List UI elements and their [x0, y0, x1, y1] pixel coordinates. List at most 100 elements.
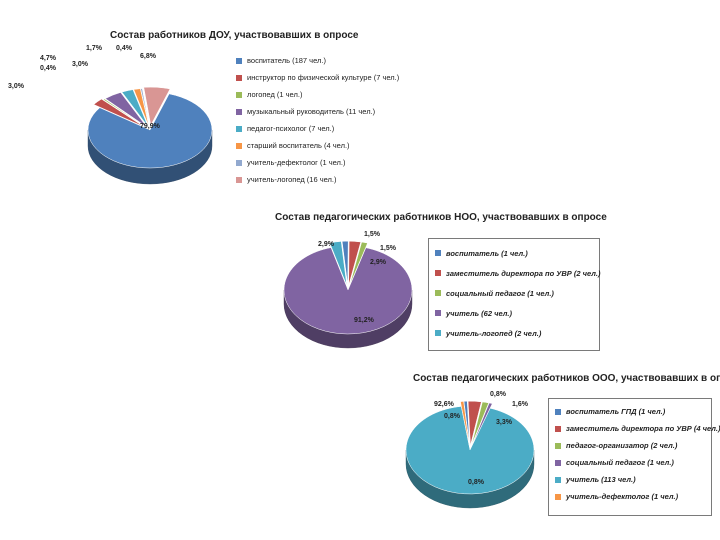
pie-slice — [329, 241, 348, 286]
chart-title: Состав педагогических работников ООО, уч… — [413, 373, 720, 384]
data-label: 0,8% — [444, 413, 461, 420]
data-label: 3,0% — [8, 83, 25, 90]
legend-label: заместитель директора по УВР (4 чел.) — [566, 424, 720, 433]
legend-swatch — [236, 125, 242, 132]
legend-swatch — [555, 408, 561, 415]
legend-label: воспитатель (1 чел.) — [446, 248, 528, 258]
legend-item: музыкальный руководитель (11 чел.) — [236, 103, 399, 120]
data-label: 0,4% — [40, 65, 57, 72]
data-label: 1,6% — [512, 401, 529, 408]
data-label: 1,5% — [380, 245, 397, 252]
legend-swatch — [435, 290, 441, 296]
legend-label: учитель (113 чел.) — [566, 475, 636, 484]
legend-swatch — [555, 425, 561, 432]
legend-swatch — [236, 74, 242, 81]
legend-label: учитель-дефектолог (1 чел.) — [566, 492, 679, 501]
legend-item: воспитатель (187 чел.) — [236, 52, 399, 69]
legend-swatch — [236, 91, 242, 98]
legend-item: учитель (113 чел.) — [555, 471, 711, 488]
legend-label: социальный педагог (1 чел.) — [566, 458, 674, 467]
legend: воспитатель ГПД (1 чел.) заместитель дире… — [548, 398, 720, 516]
pie-slice — [121, 89, 149, 127]
legend-swatch — [435, 270, 441, 276]
legend-item: социальный педагог (1 чел.) — [435, 283, 599, 303]
legend-item: социальный педагог (1 чел.) — [555, 454, 711, 471]
legend-swatch — [236, 108, 242, 115]
legend-item: педагог-психолог (7 чел.) — [236, 120, 399, 137]
legend-label: социальный педагог (1 чел.) — [446, 288, 554, 298]
pie-slice — [104, 92, 147, 128]
data-label: 1,7% — [86, 45, 103, 52]
legend-item: учитель-логопед (2 чел.) — [435, 323, 599, 343]
legend-item: учитель-логопед (16 чел.) — [236, 171, 399, 188]
legend-swatch — [236, 57, 242, 64]
legend-swatch — [435, 310, 441, 316]
legend: воспитатель (1 чел.) заместитель директор… — [428, 238, 601, 351]
legend-item: учитель-дефектолог (1 чел.) — [555, 488, 711, 505]
data-label: 3,3% — [496, 419, 513, 426]
legend-label: учитель-дефектолог (1 чел.) — [247, 158, 346, 167]
legend-label: учитель-логопед (16 чел.) — [247, 175, 337, 184]
legend-swatch — [555, 459, 561, 466]
legend-label: заместитель директора по УВР (2 чел.) — [446, 268, 601, 278]
data-label: 1,5% — [364, 231, 381, 238]
chart-title: Состав работников ДОУ, участвовавших в о… — [110, 30, 359, 41]
data-label: 91,2% — [354, 317, 375, 324]
pie-slice — [143, 86, 171, 126]
pie-slice — [471, 401, 490, 446]
legend-item: учитель (62 чел.) — [435, 303, 599, 323]
data-label: 79,9% — [140, 123, 161, 130]
legend-swatch — [435, 250, 441, 256]
legend-item: заместитель директора по УВР (2 чел.) — [435, 263, 601, 283]
pie-slice — [102, 98, 147, 128]
pie-slice — [133, 88, 150, 127]
legend-item: учитель-дефектолог (1 чел.) — [236, 154, 399, 171]
legend-item: логопед (1 чел.) — [236, 86, 399, 103]
legend-label: воспитатель ГПД (1 чел.) — [566, 407, 666, 416]
pie-slice — [348, 240, 362, 286]
legend-item: воспитатель (1 чел.) — [435, 243, 599, 263]
legend-swatch — [236, 159, 242, 166]
pie-slice — [283, 247, 413, 335]
legend-item: воспитатель ГПД (1 чел.) — [555, 403, 711, 420]
pie-slice — [87, 93, 213, 169]
pie-slice — [460, 401, 470, 446]
data-label: 4,7% — [40, 55, 57, 62]
pie-slice — [467, 400, 482, 446]
data-label: 2,9% — [318, 241, 335, 248]
pie-slice — [463, 400, 470, 446]
legend-label: воспитатель (187 чел.) — [247, 56, 326, 65]
legend-swatch — [236, 142, 242, 149]
legend-item: инструктор по физической культуре (7 чел… — [236, 69, 399, 86]
pie-slice — [349, 241, 368, 286]
data-label: 0,8% — [468, 479, 485, 486]
legend-swatch — [435, 330, 441, 336]
legend-label: музыкальный руководитель (11 чел.) — [247, 107, 376, 116]
pie-slice — [341, 240, 349, 286]
legend-label: учитель (62 чел.) — [446, 308, 512, 318]
legend-swatch — [555, 493, 561, 500]
legend-label: старший воспитатель (4 чел.) — [247, 141, 350, 150]
legend-label: педагог-психолог (7 чел.) — [247, 124, 335, 133]
pie-chart: 79,9% 3,0% 0,4% 4,7% 3,0% 1,7% 0,4% 6,8% — [8, 45, 213, 185]
pie-slice — [405, 406, 535, 495]
legend-label: педагог-организатор (2 чел.) — [566, 441, 678, 450]
legend-swatch — [236, 176, 242, 183]
data-label: 0,8% — [490, 391, 507, 398]
legend-label: инструктор по физической культуре (7 чел… — [247, 73, 400, 82]
data-label: 92,6% — [434, 401, 455, 408]
data-label: 2,9% — [370, 259, 387, 266]
legend-label: учитель-логопед (2 чел.) — [446, 328, 542, 338]
data-label: 6,8% — [140, 53, 157, 60]
legend-item: старший воспитатель (4 чел.) — [236, 137, 399, 154]
legend-item: педагог-организатор (2 чел.) — [555, 437, 711, 454]
chart-title: Состав педагогических работников НОО, уч… — [275, 212, 607, 223]
pie-chart: 0,8% 3,3% 1,6% 0,8% 92,6% 0,8% — [405, 391, 535, 509]
legend-swatch — [555, 442, 561, 449]
pie-chart: 1,5% 2,9% 1,5% 91,2% 2,9% — [283, 231, 413, 349]
legend-swatch — [555, 476, 561, 483]
data-label: 3,0% — [72, 61, 89, 68]
pie-slice — [140, 88, 150, 127]
legend-label: логопед (1 чел.) — [247, 90, 303, 99]
legend: воспитатель (187 чел.) инструктор по физи… — [236, 52, 399, 188]
